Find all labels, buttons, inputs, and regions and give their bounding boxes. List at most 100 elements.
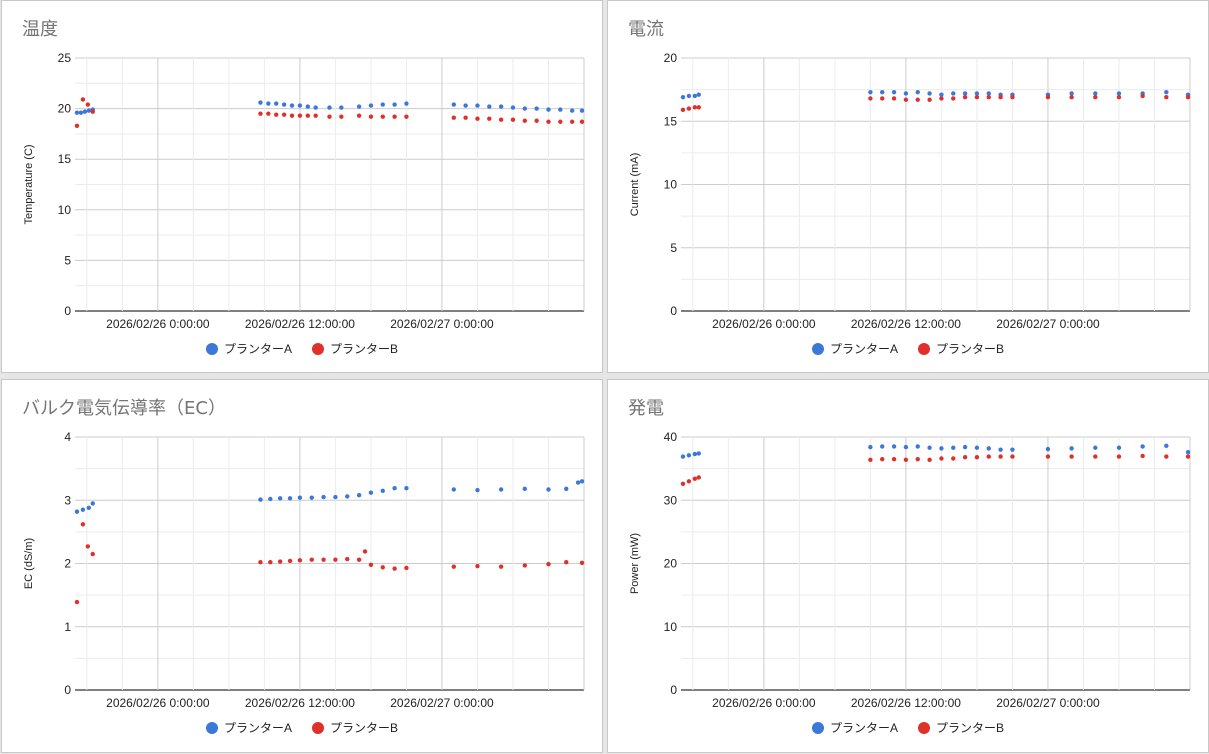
legend-dot-a	[206, 342, 218, 355]
data-point-b	[579, 119, 585, 124]
data-point-b	[546, 119, 551, 124]
y-axis-label: Current (mA)	[629, 153, 641, 217]
legend-label-a: プランターA	[224, 721, 293, 735]
data-point-b	[903, 97, 909, 102]
data-point-a	[1140, 444, 1145, 449]
data-point-a	[74, 509, 80, 514]
y-tick-label: 20	[664, 51, 678, 65]
legend-item-b[interactable]: プランターB	[918, 719, 1004, 736]
data-point-a	[404, 486, 409, 491]
data-point-a	[998, 447, 1003, 452]
y-tick-label: 0	[64, 683, 71, 697]
data-point-b	[891, 456, 897, 462]
data-point-a	[569, 108, 575, 113]
legend-item-a[interactable]: プランターA	[812, 340, 898, 357]
data-point-b	[451, 564, 456, 569]
data-point-a	[1164, 89, 1169, 95]
data-point-a	[680, 95, 686, 100]
data-point-a	[951, 445, 956, 450]
data-point-b	[1140, 93, 1145, 99]
data-point-b	[686, 479, 692, 484]
data-point-b	[368, 562, 374, 567]
data-point-a	[1093, 445, 1098, 450]
y-tick-label: 10	[664, 620, 678, 634]
x-tick-label: 2026/02/26 0:00:00	[106, 317, 210, 331]
data-point-a	[510, 105, 516, 110]
x-tick-label: 2026/02/26 0:00:00	[712, 696, 816, 710]
data-point-b	[546, 561, 551, 567]
legend-item-b[interactable]: プランターB	[312, 719, 398, 736]
chart-title: 発電	[628, 398, 664, 419]
data-point-a	[564, 486, 569, 492]
data-point-a	[451, 102, 456, 107]
data-point-b	[1164, 95, 1169, 100]
data-point-a	[305, 104, 310, 109]
data-point-a	[951, 91, 956, 96]
data-point-a	[974, 445, 980, 450]
data-point-b	[281, 112, 287, 117]
data-point-b	[287, 558, 293, 564]
data-point-a	[82, 109, 88, 114]
legend-item-a[interactable]: プランターA	[812, 719, 898, 736]
data-point-a	[274, 101, 279, 106]
data-point-b	[74, 123, 80, 129]
data-point-a	[1164, 443, 1169, 449]
legend-label-a: プランターA	[830, 342, 899, 356]
data-point-b	[510, 117, 516, 122]
data-point-b	[277, 559, 283, 564]
chart-title: バルク電気伝導率（EC）	[22, 398, 226, 419]
data-point-a	[575, 480, 581, 485]
data-point-a	[891, 444, 897, 449]
data-point-b	[998, 454, 1003, 459]
y-tick-label: 1	[64, 620, 71, 634]
data-point-b	[680, 107, 686, 113]
y-tick-label: 20	[58, 102, 72, 116]
data-point-a	[498, 487, 504, 492]
data-point-b	[266, 111, 271, 116]
data-point-b	[404, 565, 409, 571]
data-point-b	[289, 113, 295, 118]
data-point-a	[939, 92, 944, 97]
data-point-b	[564, 560, 569, 565]
data-point-a	[903, 444, 909, 450]
data-point-a	[266, 101, 271, 106]
data-point-b	[696, 475, 701, 480]
data-point-a	[80, 507, 86, 512]
data-point-b	[680, 481, 686, 487]
legend-item-a[interactable]: プランターA	[206, 340, 292, 357]
data-point-a	[78, 110, 84, 115]
data-point-a	[258, 100, 263, 105]
data-point-b	[686, 106, 692, 111]
y-tick-label: 30	[664, 493, 678, 507]
y-tick-label: 5	[64, 253, 71, 267]
data-point-a	[1010, 447, 1015, 452]
data-point-a	[692, 93, 698, 99]
legend-item-b[interactable]: プランターB	[918, 340, 1004, 357]
data-point-a	[463, 103, 468, 108]
data-point-a	[546, 487, 551, 492]
data-point-a	[368, 103, 374, 108]
data-point-b	[974, 455, 980, 460]
legend-item-b[interactable]: プランターB	[312, 340, 398, 357]
data-point-b	[380, 565, 385, 570]
data-point-b	[696, 105, 701, 110]
y-axis-label: EC (dS/m)	[23, 538, 35, 589]
data-point-a	[86, 108, 92, 113]
power-chart-panel: 発電 0 10 20 30 40 2026/02/26 0:00:00 2026/02/26…	[607, 379, 1209, 753]
legend-dot-a	[206, 721, 218, 734]
x-tick-label: 2026/02/27 0:00:00	[996, 696, 1100, 710]
data-point-a	[880, 89, 885, 95]
legend-item-a[interactable]: プランターA	[206, 719, 292, 736]
data-point-a	[974, 91, 980, 96]
data-point-a	[696, 92, 701, 97]
data-point-a	[380, 488, 385, 493]
data-point-a	[380, 102, 385, 107]
data-point-a	[475, 103, 480, 108]
data-point-b	[380, 114, 385, 119]
data-point-b	[579, 560, 585, 566]
legend-dot-a	[812, 342, 824, 355]
data-point-a	[345, 494, 350, 499]
data-point-b	[80, 97, 86, 102]
data-point-a	[546, 107, 551, 112]
data-point-b	[522, 563, 528, 568]
